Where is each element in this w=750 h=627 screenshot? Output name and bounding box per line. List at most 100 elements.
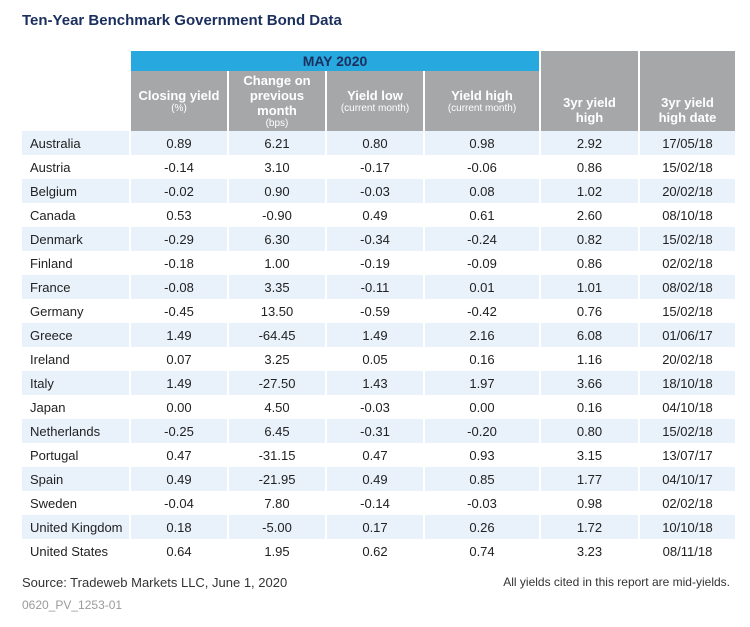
cell-3yr-high-date: 04/10/18 bbox=[662, 399, 713, 415]
cell-yield-high: 0.85 bbox=[425, 467, 539, 491]
cell-yield-high: 0.98 bbox=[425, 131, 539, 155]
header-yield-low-sub: (current month) bbox=[340, 103, 410, 114]
header-closing-yield: Closing yield (%) bbox=[131, 71, 227, 131]
cell-yield-low: 1.49 bbox=[327, 323, 423, 347]
header-yield-low: Yield low (current month) bbox=[327, 71, 423, 131]
header-3yr-yield-high-date-label: 3yr yield high date bbox=[658, 95, 717, 125]
mid-yield-note: All yields cited in this report are mid-… bbox=[503, 575, 730, 589]
cell-closing-yield: -0.14 bbox=[164, 159, 194, 175]
cell-3yr-high-date: 15/02/18 bbox=[662, 159, 713, 175]
cell-change: 7.80 bbox=[264, 495, 290, 511]
cell-country: Australia bbox=[22, 131, 129, 155]
cell-closing-yield: -0.18 bbox=[164, 255, 194, 271]
cell-country: Ireland bbox=[30, 351, 70, 367]
cell-closing-yield: -0.04 bbox=[164, 495, 194, 511]
cell-yield-high: 0.93 bbox=[469, 447, 495, 463]
cell-change: -21.95 bbox=[229, 467, 325, 491]
cell-yield-low: -0.19 bbox=[360, 255, 390, 271]
cell-3yr-high-date: 20/02/18 bbox=[640, 179, 735, 203]
cell-country: Greece bbox=[22, 323, 129, 347]
cell-yield-low: -0.34 bbox=[327, 227, 423, 251]
cell-yield-high: -0.09 bbox=[467, 255, 497, 271]
cell-change: -5.00 bbox=[229, 515, 325, 539]
cell-change: -31.15 bbox=[258, 447, 296, 463]
cell-country: Netherlands bbox=[22, 419, 129, 443]
source-note: Source: Tradeweb Markets LLC, June 1, 20… bbox=[22, 575, 288, 590]
cell-yield-low: 0.49 bbox=[362, 207, 388, 223]
cell-3yr-high: 0.76 bbox=[576, 303, 603, 319]
header-yield-high-label: Yield high bbox=[451, 88, 513, 103]
cell-closing-yield: -0.02 bbox=[131, 179, 227, 203]
cell-closing-yield: 0.00 bbox=[166, 399, 192, 415]
cell-yield-high: 0.61 bbox=[469, 207, 495, 223]
cell-3yr-high: 3.66 bbox=[541, 371, 638, 395]
cell-change: 6.21 bbox=[229, 131, 325, 155]
cell-change: 6.45 bbox=[229, 419, 325, 443]
cell-3yr-high: 6.08 bbox=[541, 323, 638, 347]
cell-change: -0.90 bbox=[262, 207, 292, 223]
cell-3yr-high: 0.80 bbox=[541, 419, 638, 443]
cell-change: -27.50 bbox=[229, 371, 325, 395]
cell-3yr-high: 0.86 bbox=[576, 159, 603, 175]
header-change-sub: (bps) bbox=[265, 118, 289, 129]
header-closing-yield-label: Closing yield bbox=[138, 88, 220, 103]
cell-yield-high: 0.16 bbox=[469, 351, 495, 367]
cell-yield-low: 0.47 bbox=[362, 447, 388, 463]
cell-closing-yield: 1.49 bbox=[131, 371, 227, 395]
cell-yield-high: -0.03 bbox=[467, 495, 497, 511]
cell-yield-low: -0.03 bbox=[327, 179, 423, 203]
cell-country: Japan bbox=[30, 399, 66, 415]
cell-3yr-high-date: 08/02/18 bbox=[640, 275, 735, 299]
cell-3yr-high: 1.77 bbox=[541, 467, 638, 491]
cell-closing-yield: 0.49 bbox=[131, 467, 227, 491]
cell-country: United Kingdom bbox=[22, 515, 129, 539]
cell-closing-yield: 0.18 bbox=[131, 515, 227, 539]
corner-blank bbox=[22, 51, 129, 131]
cell-closing-yield: 0.53 bbox=[166, 207, 192, 223]
cell-yield-low: -0.11 bbox=[327, 275, 423, 299]
cell-yield-high: -0.24 bbox=[425, 227, 539, 251]
cell-3yr-high: 1.01 bbox=[541, 275, 638, 299]
header-change: Change on previous month (bps) bbox=[229, 71, 325, 131]
header-3yr-yield-high-label: 3yr yield high bbox=[563, 95, 616, 125]
cell-yield-high: -0.42 bbox=[467, 303, 497, 319]
bond-data-table: MAY 2020 Closing yield (%) Change on pre… bbox=[22, 51, 735, 563]
header-yield-high: Yield high (current month) bbox=[425, 71, 539, 131]
cell-closing-yield: 0.47 bbox=[166, 447, 192, 463]
cell-country: Spain bbox=[22, 467, 129, 491]
cell-yield-high: 1.97 bbox=[425, 371, 539, 395]
cell-change: 13.50 bbox=[260, 303, 294, 319]
cell-3yr-high: 0.16 bbox=[576, 399, 603, 415]
cell-yield-high: 0.01 bbox=[425, 275, 539, 299]
cell-country: United States bbox=[30, 543, 109, 559]
cell-3yr-high-date: 04/10/17 bbox=[640, 467, 735, 491]
cell-3yr-high: 1.72 bbox=[541, 515, 638, 539]
cell-3yr-high-date: 13/07/17 bbox=[662, 447, 713, 463]
cell-country: France bbox=[22, 275, 129, 299]
cell-closing-yield: -0.45 bbox=[164, 303, 194, 319]
cell-yield-low: -0.17 bbox=[360, 159, 390, 175]
cell-yield-low: -0.03 bbox=[360, 399, 390, 415]
cell-yield-low: 0.05 bbox=[362, 351, 388, 367]
cell-country: Austria bbox=[30, 159, 71, 175]
cell-change: 1.00 bbox=[264, 255, 290, 271]
cell-yield-low: 1.43 bbox=[327, 371, 423, 395]
cell-closing-yield: 0.89 bbox=[131, 131, 227, 155]
cell-3yr-high-date: 18/10/18 bbox=[640, 371, 735, 395]
cell-change: 3.10 bbox=[264, 159, 290, 175]
cell-3yr-high: 1.16 bbox=[576, 351, 603, 367]
cell-change: 6.30 bbox=[229, 227, 325, 251]
cell-yield-low: 0.17 bbox=[327, 515, 423, 539]
document-code: 0620_PV_1253-01 bbox=[22, 598, 123, 612]
cell-country: Portugal bbox=[30, 447, 79, 463]
cell-3yr-high: 2.92 bbox=[541, 131, 638, 155]
cell-country: Finland bbox=[30, 255, 73, 271]
cell-3yr-high-date: 02/02/18 bbox=[662, 495, 713, 511]
cell-closing-yield: 1.49 bbox=[131, 323, 227, 347]
header-change-label: Change on previous month bbox=[243, 73, 311, 118]
header-3yr-yield-high: 3yr yield high bbox=[541, 51, 638, 131]
table-title: Ten-Year Benchmark Government Bond Data bbox=[22, 12, 342, 29]
cell-3yr-high-date: 10/10/18 bbox=[640, 515, 735, 539]
cell-yield-low: -0.59 bbox=[360, 303, 390, 319]
cell-yield-low: 0.49 bbox=[327, 467, 423, 491]
